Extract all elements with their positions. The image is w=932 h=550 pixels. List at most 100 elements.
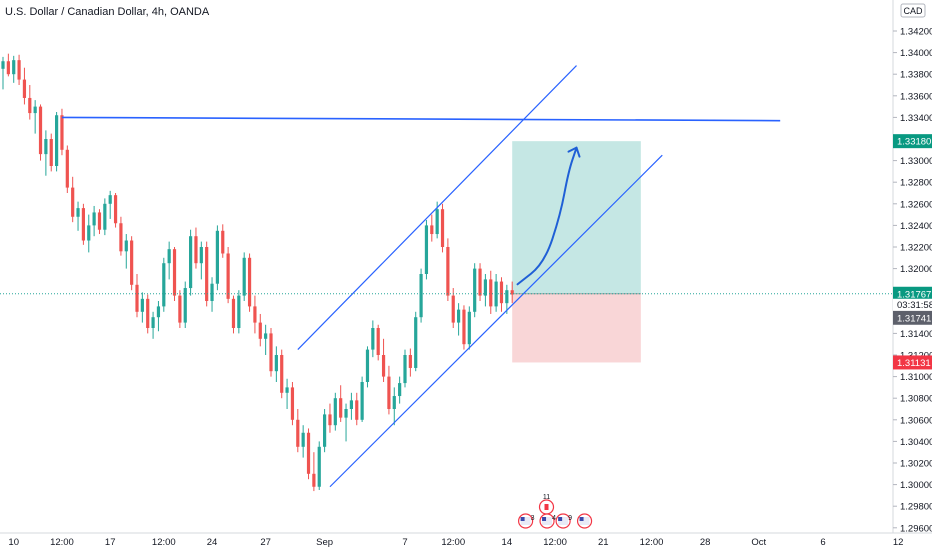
time-tick-label: 12:00 (152, 537, 176, 548)
candle-body (103, 203, 107, 230)
price-tick-label: 1.34200 (900, 27, 932, 38)
time-tick-label: 24 (207, 537, 218, 548)
price-tick-label: 1.32000 (900, 264, 932, 275)
candle-body (205, 247, 209, 301)
candle-body (221, 230, 225, 254)
candle-body (215, 230, 219, 284)
us-flag-stripes-icon (542, 517, 553, 525)
price-tick-label: 1.30000 (900, 480, 932, 491)
time-tick-label: 7 (402, 537, 407, 548)
candle-body (231, 298, 236, 328)
candle-body (1, 61, 5, 69)
countdown-box (893, 298, 932, 311)
candle-body (274, 355, 278, 372)
candle-body (264, 333, 268, 339)
candle-body (440, 209, 445, 247)
bid-price-label: 1.31741 (897, 313, 931, 324)
event-count-label: 11 (543, 494, 550, 501)
candle-body (242, 257, 246, 296)
candle-body (17, 60, 21, 80)
candle-body (435, 209, 439, 235)
candle-body (28, 97, 32, 114)
forecast-arrow-head (567, 146, 581, 158)
price-tick-label: 1.33000 (900, 156, 932, 167)
candle-body (355, 400, 359, 420)
candle-body (414, 317, 418, 368)
price-tick-label: 1.29800 (900, 502, 932, 513)
candle-body (424, 225, 429, 274)
price-tick-label: 1.30600 (900, 415, 932, 426)
candle-body (419, 274, 423, 318)
candle-body (194, 236, 198, 264)
candle-body (60, 115, 64, 150)
time-tick-label: 28 (700, 537, 711, 548)
horizontal-resistance-line (61, 116, 781, 122)
candle-body (97, 212, 102, 230)
candle-body (473, 268, 477, 312)
candle-body (430, 225, 434, 235)
currency-box[interactable] (900, 3, 926, 18)
candle-body (55, 115, 59, 166)
price-tick-label: 1.32600 (900, 199, 932, 210)
candle-body (290, 387, 295, 420)
event-count-label: 9 (568, 515, 572, 522)
candle-body (360, 382, 364, 420)
candle-body (247, 257, 252, 307)
price-tick-label: 1.32800 (900, 178, 932, 189)
time-tick-label: 12:00 (640, 537, 664, 548)
candle-body (344, 409, 348, 418)
candle-body (226, 253, 230, 299)
drawings[interactable] (61, 65, 781, 488)
price-tick-label: 1.30800 (900, 394, 932, 405)
time-tick-label: 14 (502, 537, 513, 548)
candle-body (189, 236, 193, 289)
us-flag-canton-icon (520, 517, 525, 521)
currency-label[interactable]: CAD (903, 6, 923, 16)
time-tick-label: Sep (316, 537, 333, 548)
candle-body (253, 306, 257, 323)
candle-body (124, 240, 128, 252)
candle-body (296, 419, 300, 447)
candle-body (113, 195, 118, 224)
candle-body (505, 290, 509, 304)
target-zone (512, 141, 641, 294)
candle-body (135, 284, 139, 312)
time-tick-label: 10 (8, 537, 19, 548)
stop-price-badge (893, 355, 932, 370)
candle-body (312, 473, 316, 487)
candle-body (167, 249, 171, 264)
position-zones[interactable] (512, 141, 641, 363)
candle-body (140, 298, 144, 312)
candle-body (6, 61, 10, 75)
candle-body (285, 387, 289, 393)
candle-body (119, 223, 123, 252)
stop-zone (512, 293, 641, 363)
economic-events[interactable]: 11 3 4 9 (517, 494, 593, 529)
time-tick-label: 21 (598, 537, 609, 548)
us-flag-canton-icon (558, 517, 563, 521)
target-price-badge (893, 134, 932, 149)
price-tick-label: 1.34000 (900, 48, 932, 59)
candle-body (323, 414, 327, 447)
candle-body (237, 295, 241, 328)
candle-body (87, 225, 91, 241)
candle-body (339, 398, 343, 418)
candle-body (462, 309, 466, 345)
currency-selector[interactable]: CAD (900, 3, 926, 18)
candle-body (446, 247, 450, 296)
time-axis[interactable]: 10 12:00 17 12:00 24 27 Sep 7 12:00 14 12:00 21 12:0… (8, 537, 903, 548)
event-count-label: 4 (552, 515, 556, 522)
candle-body (494, 281, 498, 307)
candles (1, 53, 514, 492)
us-flag-stripes-icon (558, 517, 569, 525)
us-flag-stripes-icon (579, 517, 590, 525)
candle-body (172, 249, 177, 296)
forecast-arrow (516, 146, 578, 286)
channel-upper-line (297, 65, 577, 351)
candle-body (76, 208, 80, 217)
price-tick-label: 1.32200 (900, 243, 932, 254)
candle-body (33, 106, 37, 114)
candle-body (199, 247, 203, 264)
